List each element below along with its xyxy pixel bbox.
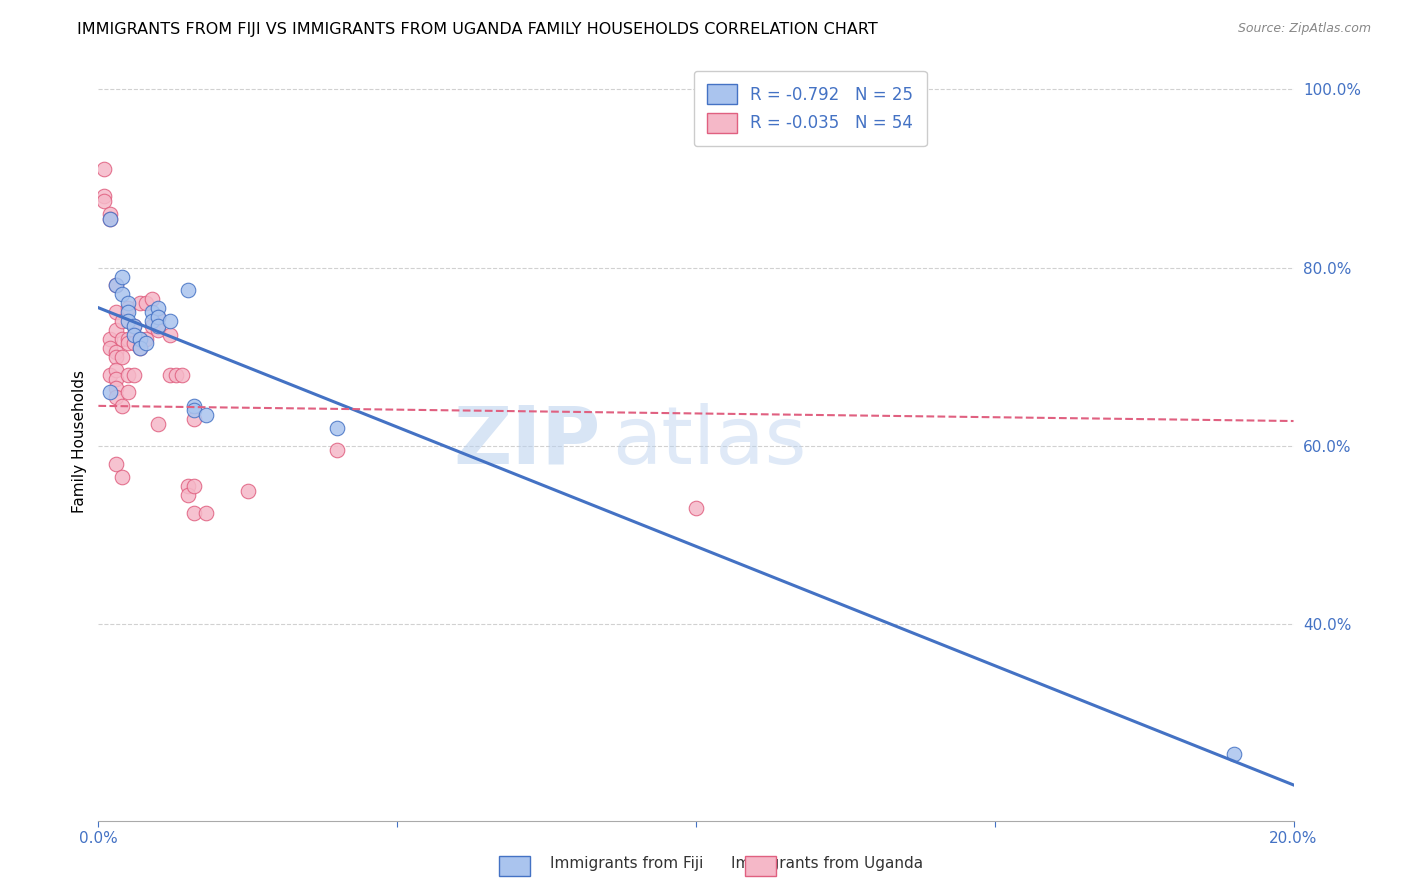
Text: IMMIGRANTS FROM FIJI VS IMMIGRANTS FROM UGANDA FAMILY HOUSEHOLDS CORRELATION CHA: IMMIGRANTS FROM FIJI VS IMMIGRANTS FROM … xyxy=(77,22,879,37)
Point xyxy=(117,385,139,400)
Text: Source: ZipAtlas.com: Source: ZipAtlas.com xyxy=(1237,22,1371,36)
Point xyxy=(105,305,128,319)
Point xyxy=(105,278,128,293)
Point xyxy=(93,162,115,177)
Point xyxy=(141,314,163,328)
Point xyxy=(105,323,128,337)
Point xyxy=(93,189,115,203)
Point xyxy=(177,479,200,493)
Point xyxy=(117,305,139,319)
Point xyxy=(129,341,152,355)
Point xyxy=(141,292,163,306)
Text: Immigrants from Uganda: Immigrants from Uganda xyxy=(731,856,924,871)
Point xyxy=(111,470,134,484)
Point xyxy=(148,323,170,337)
Legend: R = -0.792   N = 25, R = -0.035   N = 54: R = -0.792 N = 25, R = -0.035 N = 54 xyxy=(693,70,927,146)
Point xyxy=(177,488,200,502)
Point xyxy=(183,399,205,413)
Y-axis label: Family Households: Family Households xyxy=(72,370,87,513)
Point xyxy=(148,310,170,324)
Point xyxy=(195,408,218,422)
Point xyxy=(117,296,139,310)
Point xyxy=(124,368,146,382)
Point xyxy=(148,310,170,324)
Point xyxy=(98,341,122,355)
Point xyxy=(124,327,146,342)
Point xyxy=(236,483,259,498)
Point xyxy=(129,332,152,346)
Point xyxy=(105,390,128,404)
Point xyxy=(172,368,194,382)
Point xyxy=(135,336,157,351)
Point xyxy=(124,318,146,333)
Point xyxy=(111,332,134,346)
Point xyxy=(98,207,122,221)
Point xyxy=(111,399,134,413)
Text: ZIP: ZIP xyxy=(453,402,600,481)
Point xyxy=(183,506,205,520)
Point xyxy=(93,194,115,208)
Point xyxy=(148,301,170,315)
Point xyxy=(183,479,205,493)
Point xyxy=(105,381,128,395)
Point xyxy=(105,363,128,377)
Point xyxy=(98,211,122,226)
Point xyxy=(111,350,134,364)
Point xyxy=(98,385,122,400)
Point xyxy=(98,211,122,226)
Point xyxy=(148,417,170,431)
Point xyxy=(117,368,139,382)
Point xyxy=(326,421,349,435)
Point xyxy=(105,372,128,386)
Point xyxy=(105,457,128,471)
Point xyxy=(129,332,152,346)
Point xyxy=(117,314,139,328)
Point xyxy=(1223,747,1246,761)
Point xyxy=(117,336,139,351)
Point xyxy=(326,443,349,458)
Point xyxy=(105,350,128,364)
Point xyxy=(195,506,218,520)
Point xyxy=(129,341,152,355)
Point xyxy=(183,412,205,426)
Point xyxy=(135,332,157,346)
Point xyxy=(148,318,170,333)
Point xyxy=(117,301,139,315)
Point xyxy=(117,332,139,346)
Point xyxy=(165,368,187,382)
Point xyxy=(111,269,134,284)
Point xyxy=(159,327,181,342)
Point xyxy=(111,287,134,301)
Point xyxy=(105,345,128,359)
Point xyxy=(98,368,122,382)
Point xyxy=(111,314,134,328)
Point xyxy=(124,336,146,351)
Point xyxy=(685,501,707,516)
Text: Immigrants from Fiji: Immigrants from Fiji xyxy=(550,856,703,871)
Point xyxy=(177,283,200,297)
Point xyxy=(105,278,128,293)
Point xyxy=(124,318,146,333)
Point xyxy=(159,314,181,328)
Point xyxy=(129,296,152,310)
Point xyxy=(98,332,122,346)
Point xyxy=(141,305,163,319)
Point xyxy=(159,368,181,382)
Point xyxy=(135,296,157,310)
Point xyxy=(141,318,163,333)
Text: atlas: atlas xyxy=(613,402,807,481)
Point xyxy=(183,403,205,417)
